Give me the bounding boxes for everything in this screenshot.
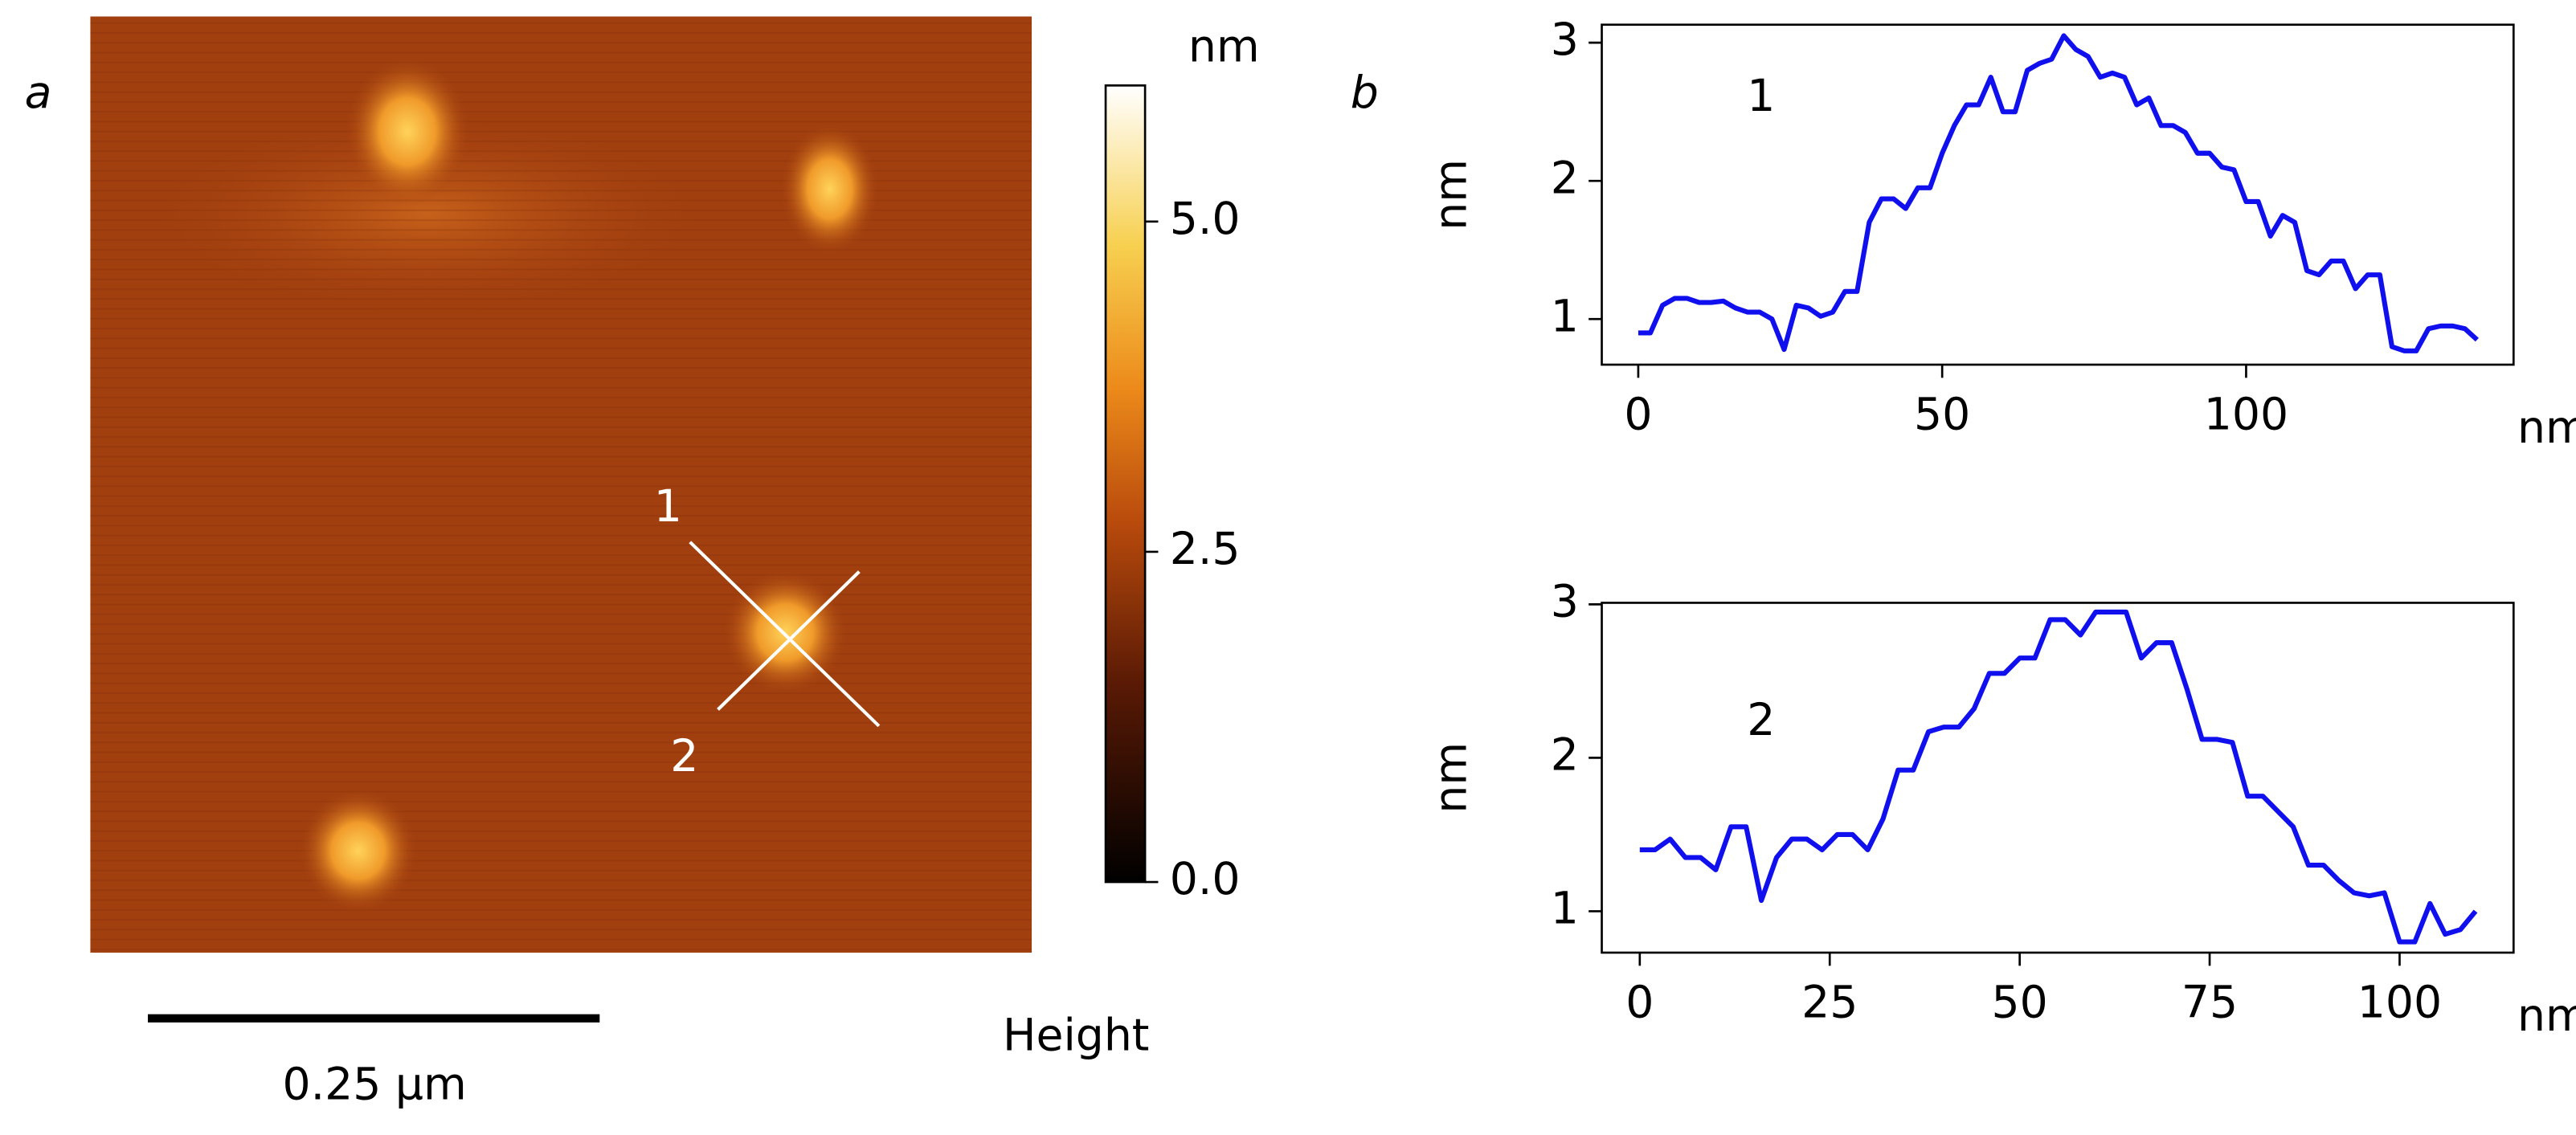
- profile-line: [1639, 609, 2478, 945]
- colorbar-tick-label: 0.0: [1170, 854, 1241, 905]
- x-tick-label: 0: [1625, 978, 1654, 1029]
- colorbar: [1104, 84, 1147, 884]
- y-tick-label: 3: [1551, 576, 1579, 627]
- x-tick-label: 50: [1914, 390, 1970, 441]
- image-particle: [299, 788, 418, 913]
- line-label: 2: [670, 731, 698, 782]
- y-axis-label: nm: [1426, 159, 1478, 231]
- y-tick-label: 1: [1551, 884, 1579, 935]
- y-tick-label: 2: [1551, 153, 1579, 204]
- panel-label: b: [1351, 67, 1379, 119]
- plot-frame: [1601, 602, 2515, 954]
- image-particle: [780, 123, 879, 255]
- colorbar-label: Height: [1003, 1010, 1149, 1061]
- y-tick-label: 1: [1551, 291, 1579, 342]
- image-streaks: [90, 16, 1032, 953]
- image-particle: [345, 57, 470, 206]
- x-tick-label: 0: [1624, 390, 1652, 441]
- colorbar-unit: nm: [1188, 22, 1260, 73]
- profile-line: [1638, 33, 2479, 353]
- scale-bar-label: 0.25 µm: [283, 1059, 467, 1111]
- colorbar-tick-label: 2.5: [1170, 524, 1241, 575]
- y-axis-label: nm: [1426, 742, 1478, 814]
- x-tick-label: 75: [2181, 978, 2238, 1029]
- line-label: 1: [654, 481, 682, 533]
- x-tick-label: 25: [1801, 978, 1858, 1029]
- plot-frame: [1601, 23, 2515, 366]
- y-tick-label: 3: [1551, 14, 1579, 66]
- x-axis-label: nm: [2517, 402, 2576, 454]
- y-tick-label: 2: [1551, 730, 1579, 782]
- x-tick-label: 100: [2204, 390, 2288, 441]
- x-tick-label: 50: [1992, 978, 2048, 1029]
- profile-line: [689, 541, 881, 728]
- profile-line: [717, 570, 861, 711]
- x-axis-label: nm: [2517, 990, 2576, 1042]
- annotation: 1: [1747, 71, 1775, 122]
- annotation: 2: [1747, 695, 1775, 746]
- x-tick-label: 100: [2357, 978, 2442, 1029]
- colorbar-tick-label: 5.0: [1170, 194, 1241, 245]
- afm-image: 1 2: [90, 16, 1032, 953]
- panel-label: a: [25, 67, 52, 119]
